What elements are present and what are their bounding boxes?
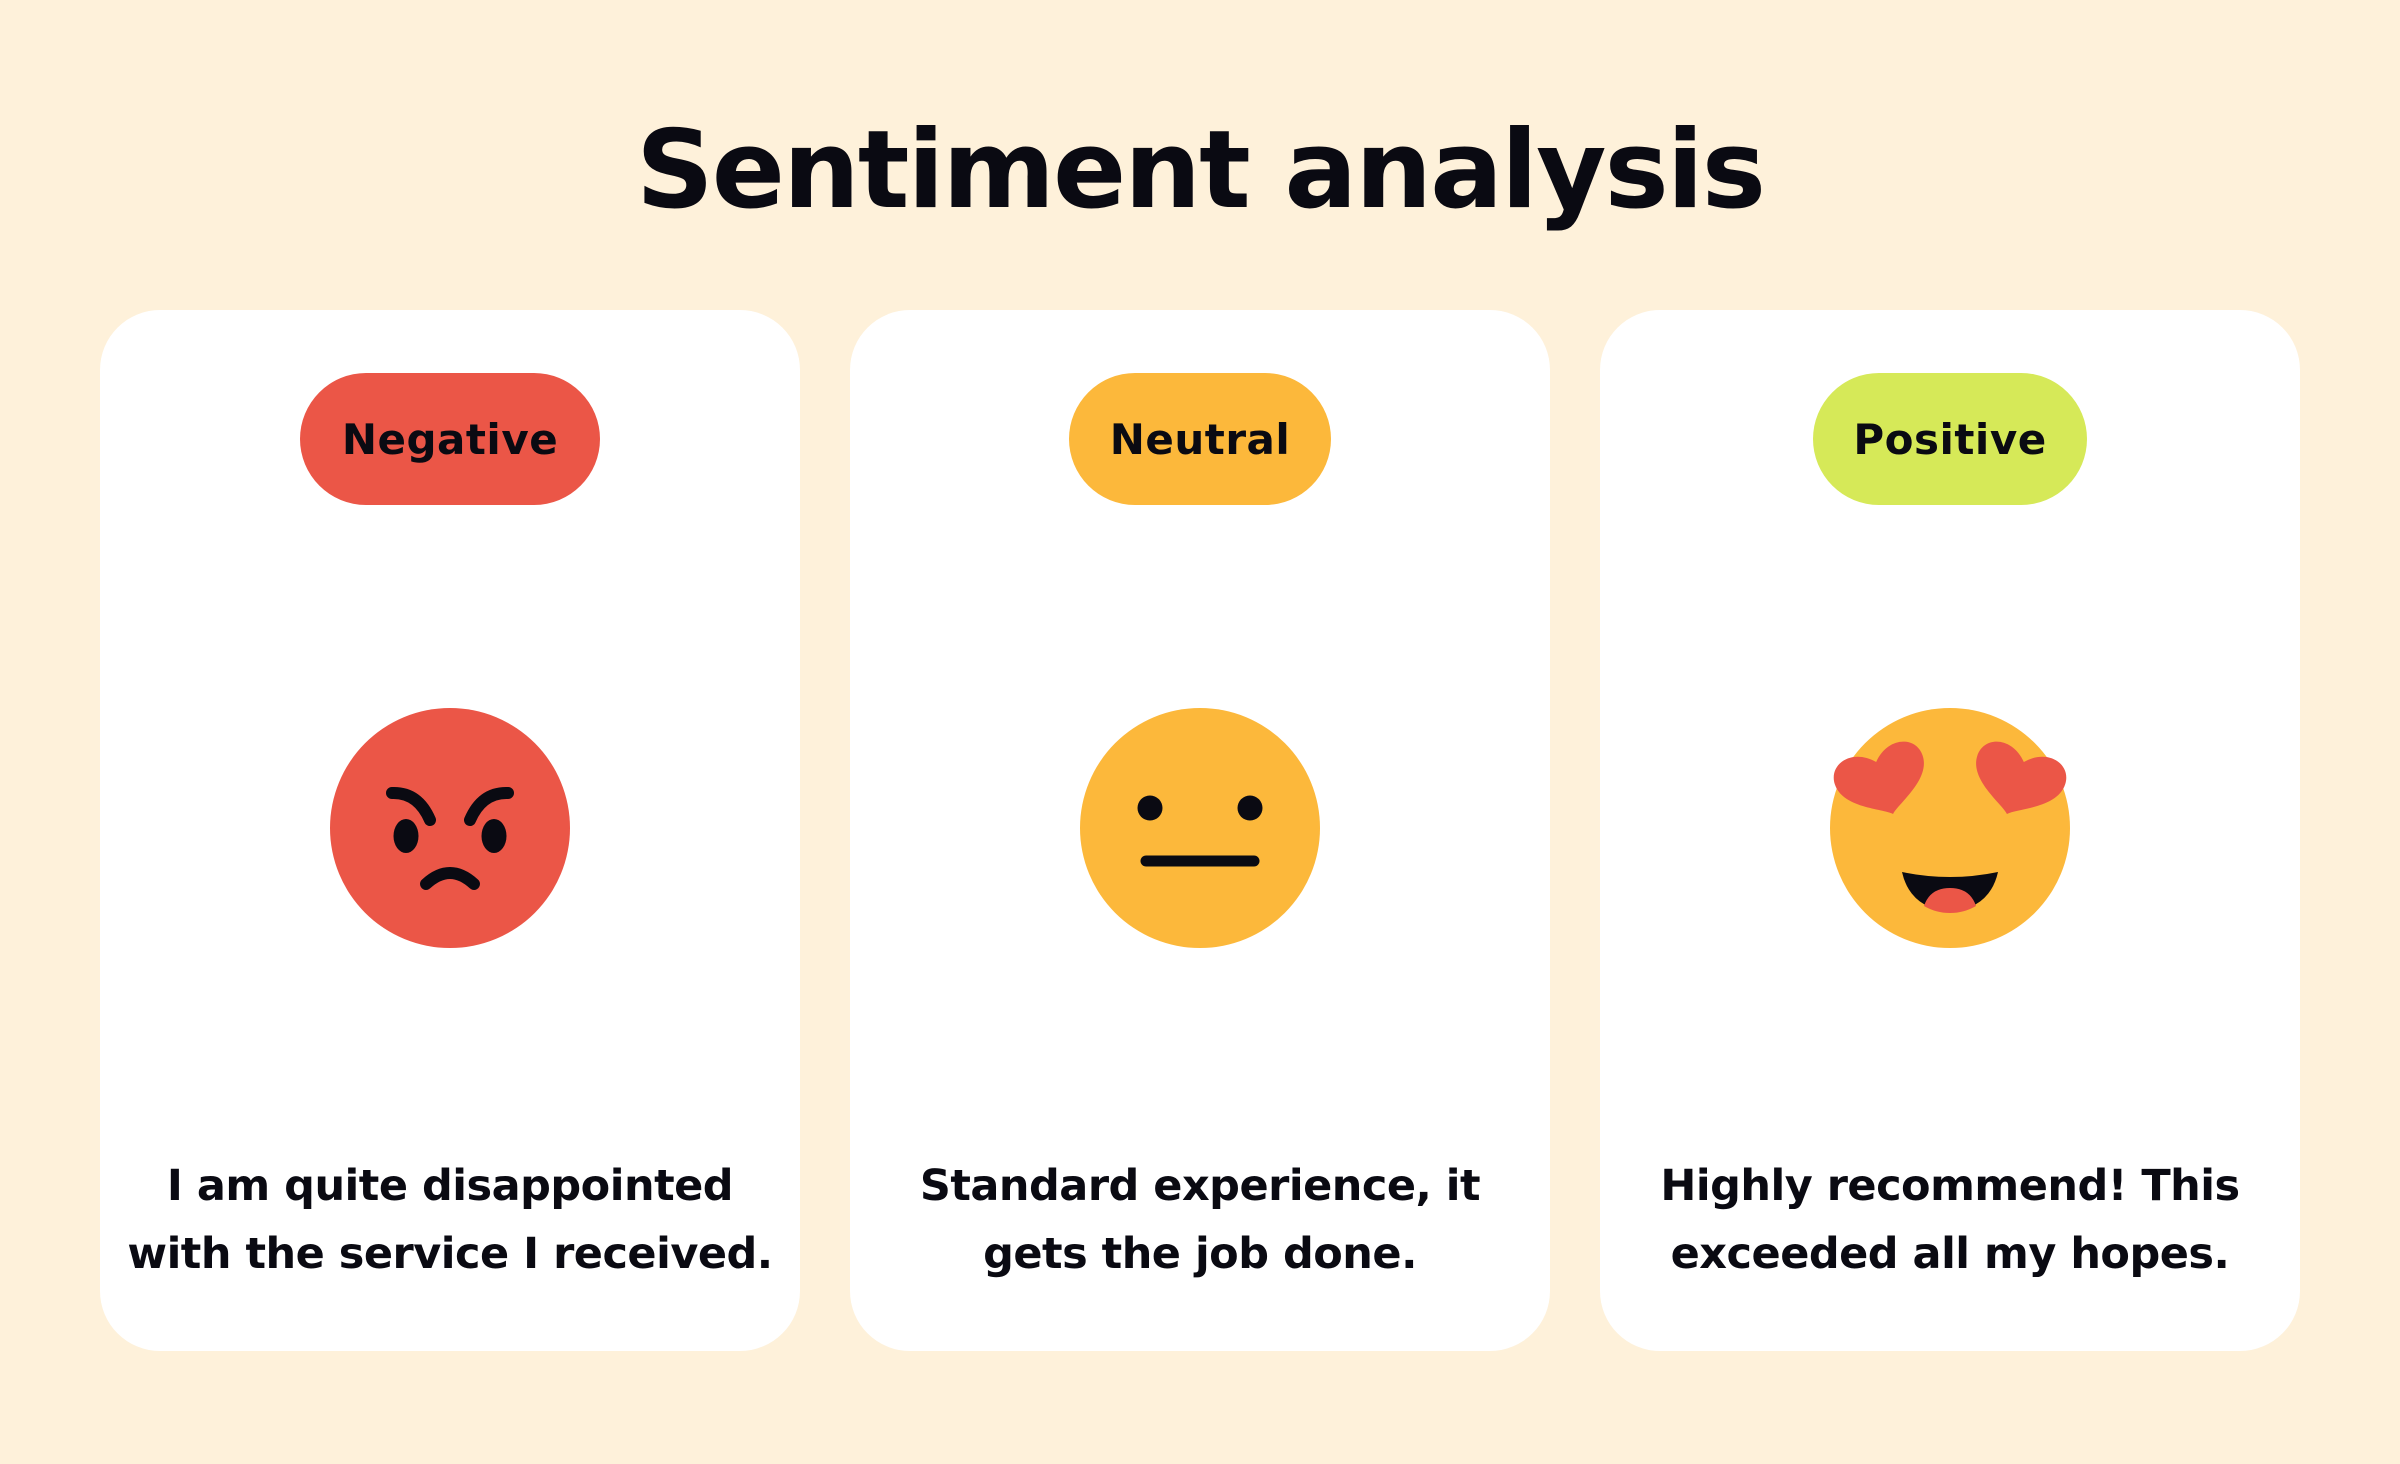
sentiment-badge-neutral: Neutral	[1069, 373, 1331, 505]
sentiment-card-negative: Negative I am quite disappointed with th…	[100, 310, 800, 1351]
sentiment-badge-positive: Positive	[1813, 373, 2087, 505]
review-text-line: Highly recommend! This	[1660, 1161, 2240, 1211]
neutral-face-icon	[1080, 708, 1320, 948]
review-text-line: I am quite disappointed	[166, 1161, 734, 1211]
heart-eyes-face-icon	[1830, 708, 2070, 948]
review-text: Standard experience, it gets the job don…	[850, 1152, 1550, 1288]
angry-face-icon	[330, 708, 570, 948]
review-text-line: gets the job done.	[983, 1229, 1417, 1279]
sentiment-card-neutral: Neutral Standard experience, it gets the…	[850, 310, 1550, 1351]
sentiment-card-positive: Positive Highly recommend! This exceeded…	[1600, 310, 2300, 1351]
review-text-line: Standard experience, it	[919, 1161, 1481, 1211]
review-text: Highly recommend! This exceeded all my h…	[1600, 1152, 2300, 1288]
sentiment-badge-negative: Negative	[300, 373, 600, 505]
review-text: I am quite disappointed with the service…	[100, 1152, 800, 1288]
review-text-line: exceeded all my hopes.	[1670, 1229, 2230, 1279]
page-title: Sentiment analysis	[635, 108, 1766, 233]
review-text-line: with the service I received.	[127, 1229, 773, 1279]
